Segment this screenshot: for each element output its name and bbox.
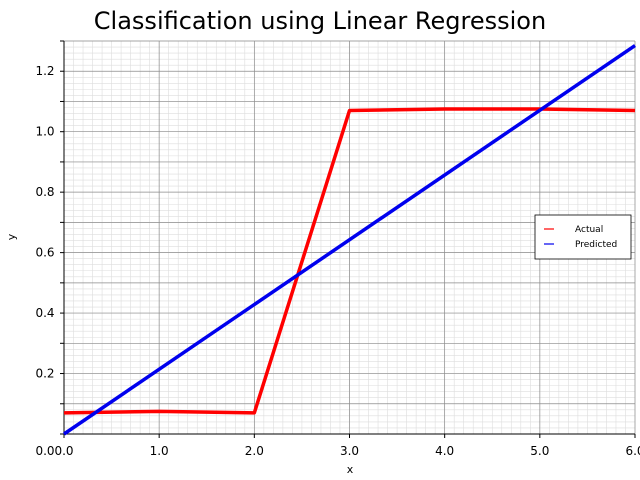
chart-title: Classification using Linear Regression bbox=[94, 7, 546, 35]
x-tick-label: 1.0 bbox=[150, 444, 169, 458]
y-tick-label: 1.2 bbox=[35, 64, 54, 78]
y-tick-label: 1.0 bbox=[35, 125, 54, 139]
tick-labels: 0.0 1.0 2.0 3.0 4.0 5.0 6.0 0.0 0.2 0.4 0.6 0.8 1.0 1… bbox=[35, 64, 640, 458]
legend-box bbox=[534, 214, 632, 260]
y-tick-label: 0.2 bbox=[35, 367, 54, 381]
x-tick-label: 0.0 bbox=[54, 444, 73, 458]
x-axis-label: x bbox=[347, 463, 354, 476]
y-tick-label: 0.8 bbox=[35, 185, 54, 199]
x-tick-label: 2.0 bbox=[245, 444, 264, 458]
x-tick-label: 5.0 bbox=[530, 444, 549, 458]
y-axis-label: y bbox=[5, 233, 18, 240]
y-tick-label: 0.4 bbox=[35, 306, 54, 320]
series-line-predicted bbox=[63, 44, 636, 436]
x-tick-label: 4.0 bbox=[435, 444, 454, 458]
axes bbox=[60, 40, 636, 438]
y-tick-label: 0.0 bbox=[35, 444, 54, 458]
legend: Actual Predicted bbox=[534, 214, 632, 260]
series-lines bbox=[63, 44, 636, 436]
x-tick-label: 3.0 bbox=[340, 444, 359, 458]
x-tick-label: 6.0 bbox=[625, 444, 640, 458]
y-tick-label: 0.6 bbox=[35, 246, 54, 260]
legend-label-actual: Actual bbox=[575, 225, 603, 235]
legend-label-predicted: Predicted bbox=[575, 240, 617, 250]
